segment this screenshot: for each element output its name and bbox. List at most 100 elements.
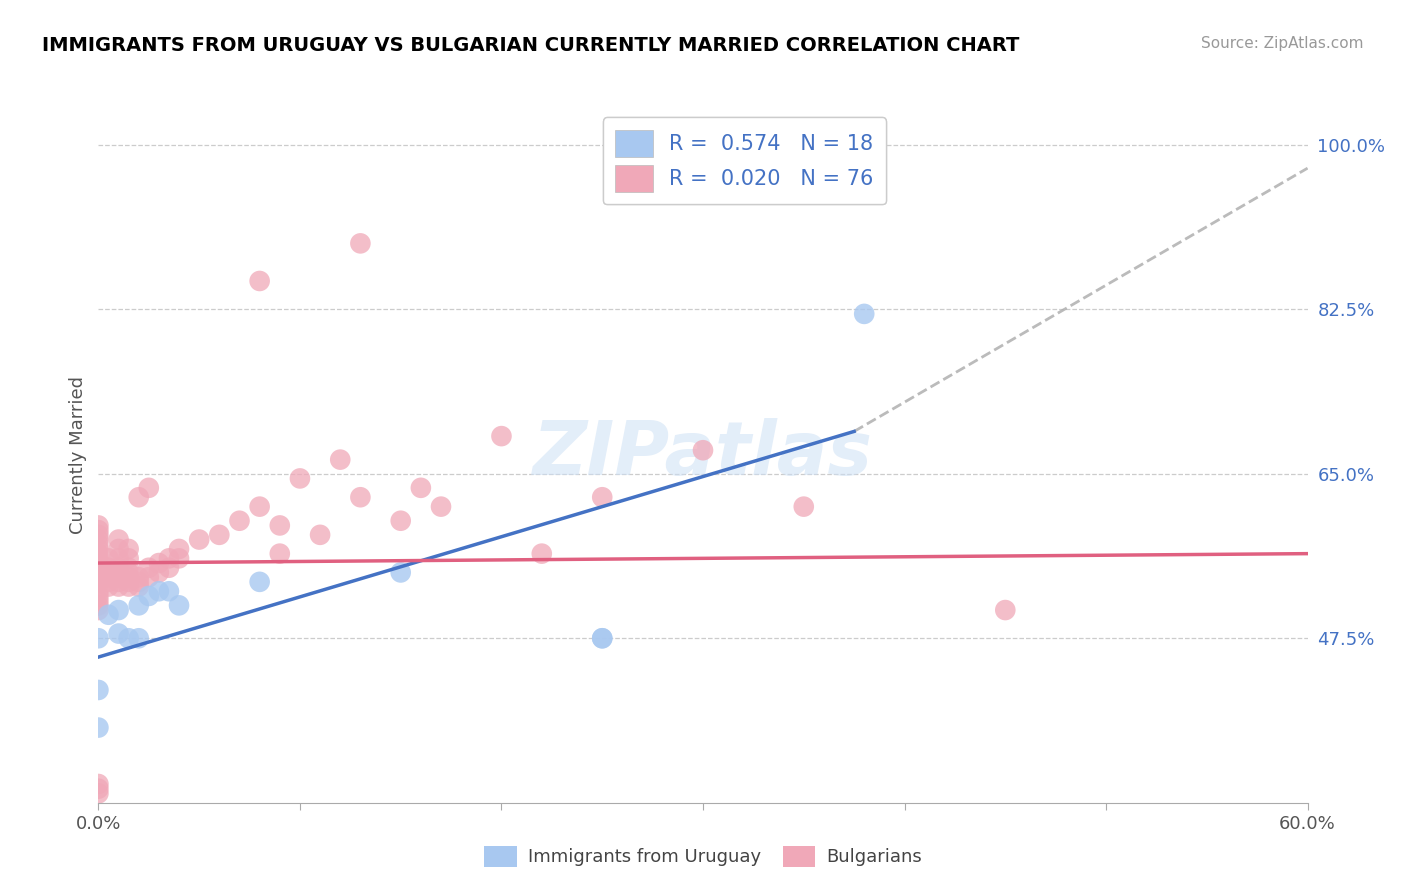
Point [97,560,120,574]
Point [167,551,190,566]
Point [157,584,180,599]
Point [87,556,110,570]
Legend: R =  0.574   N = 18, R =  0.020   N = 76: R = 0.574 N = 18, R = 0.020 N = 76 [603,118,886,204]
Point [269,518,291,533]
Point [97,580,120,594]
Point [138,560,160,574]
Point [288,471,311,485]
Point [107,551,129,566]
Point [107,566,129,580]
Point [853,307,876,321]
Point [87,786,110,800]
Point [87,599,110,613]
Point [87,547,110,561]
Point [118,541,141,556]
Point [107,574,129,589]
Point [107,603,129,617]
Point [87,523,110,537]
Point [128,574,150,589]
Point [118,566,141,580]
Point [167,599,190,613]
Point [249,574,271,589]
Point [228,514,250,528]
Point [128,632,150,646]
Point [128,599,150,613]
Point [107,533,129,547]
Point [118,551,141,566]
Point [87,537,110,551]
Point [148,584,170,599]
Point [107,580,129,594]
Point [128,570,150,584]
Point [138,589,160,603]
Point [87,683,110,698]
Point [208,528,231,542]
Point [389,514,412,528]
Point [118,580,141,594]
Point [97,607,120,622]
Point [692,443,714,458]
Point [994,603,1017,617]
Point [530,547,553,561]
Point [107,560,129,574]
Point [87,566,110,580]
Text: ZIPatlas: ZIPatlas [533,418,873,491]
Legend: Immigrants from Uruguay, Bulgarians: Immigrants from Uruguay, Bulgarians [477,838,929,874]
Point [87,777,110,791]
Point [87,518,110,533]
Point [249,500,271,514]
Point [430,500,453,514]
Point [349,236,371,251]
Point [157,560,180,574]
Point [87,781,110,796]
Point [118,570,141,584]
Text: Source: ZipAtlas.com: Source: ZipAtlas.com [1201,36,1364,51]
Point [389,566,412,580]
Point [591,632,613,646]
Point [148,566,170,580]
Point [87,603,110,617]
Point [87,593,110,607]
Point [349,490,371,504]
Text: IMMIGRANTS FROM URUGUAY VS BULGARIAN CURRENTLY MARRIED CORRELATION CHART: IMMIGRANTS FROM URUGUAY VS BULGARIAN CUR… [42,36,1019,54]
Point [329,452,352,467]
Point [591,490,613,504]
Point [118,574,141,589]
Point [87,632,110,646]
Point [87,721,110,735]
Point [87,574,110,589]
Point [128,490,150,504]
Point [87,533,110,547]
Point [148,556,170,570]
Point [87,584,110,599]
Point [409,481,432,495]
Point [118,632,141,646]
Point [87,560,110,574]
Point [87,551,110,566]
Point [118,560,141,574]
Point [107,541,129,556]
Point [309,528,332,542]
Y-axis label: Currently Married: Currently Married [69,376,87,534]
Point [97,566,120,580]
Point [87,541,110,556]
Point [107,570,129,584]
Point [97,570,120,584]
Point [107,626,129,640]
Point [167,541,190,556]
Point [97,551,120,566]
Point [97,574,120,589]
Point [491,429,513,443]
Point [591,632,613,646]
Point [87,589,110,603]
Point [269,547,291,561]
Point [87,570,110,584]
Point [138,481,160,495]
Point [793,500,815,514]
Point [157,551,180,566]
Point [138,570,160,584]
Point [249,274,271,288]
Point [188,533,211,547]
Point [87,528,110,542]
Point [128,580,150,594]
